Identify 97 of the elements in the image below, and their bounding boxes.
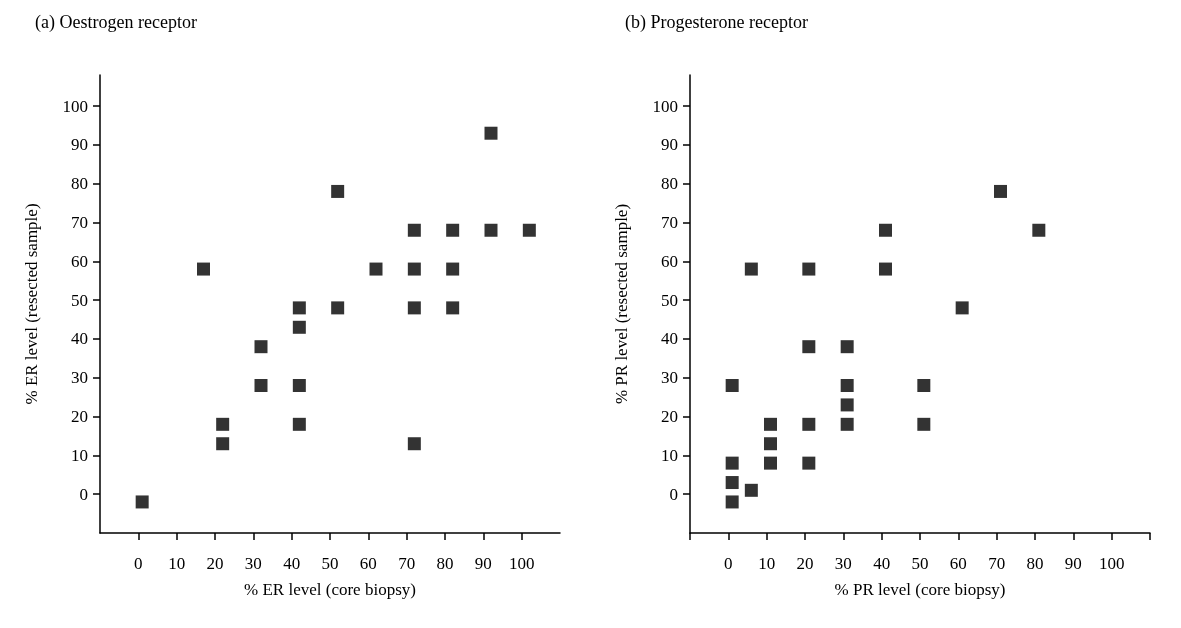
y-tick-label: 90	[661, 135, 678, 155]
point	[484, 223, 498, 237]
x-tick-label: 40	[873, 554, 891, 573]
point	[725, 456, 739, 470]
y-tick-label: 30	[661, 368, 678, 388]
y-tick-label: 100	[652, 96, 678, 116]
y-tick-label: 0	[669, 484, 678, 504]
point	[994, 184, 1007, 198]
point	[407, 262, 421, 276]
y-tick-label: 70	[71, 212, 88, 232]
point	[802, 417, 816, 431]
y-tick-label: 40	[661, 329, 678, 349]
point	[292, 417, 306, 431]
point	[446, 262, 460, 276]
x-tick-label: 70	[988, 554, 1006, 573]
point	[955, 301, 969, 315]
x-axis-title: % PR level (core biopsy)	[834, 580, 1006, 599]
y-tick-label: 80	[71, 174, 88, 194]
point	[802, 262, 816, 276]
x-tick-label: 10	[758, 554, 776, 573]
point	[407, 437, 421, 451]
point	[484, 126, 498, 140]
y-tick-label: 0	[79, 484, 88, 504]
x-tick-label: 80	[1026, 554, 1044, 573]
y-tick-label: 40	[71, 329, 88, 349]
x-tick-label: 90	[1064, 554, 1082, 573]
y-tick-label: 30	[71, 368, 88, 388]
y-axis-title: % PR level (resected sample)	[612, 203, 631, 405]
x-tick-label: 20	[796, 554, 814, 573]
point	[254, 340, 268, 354]
point	[744, 483, 758, 497]
y-tick-label: 100	[62, 96, 88, 116]
x-tick-label: 100	[1098, 554, 1125, 573]
x-tick-label: 0	[724, 554, 733, 573]
point	[254, 379, 268, 393]
point	[216, 437, 230, 451]
point	[725, 495, 739, 509]
x-tick-label: 10	[168, 554, 186, 573]
x-tick-label: 30	[834, 554, 852, 573]
point	[522, 223, 536, 237]
y-tick-label: 50	[71, 290, 88, 310]
point	[725, 476, 739, 490]
point	[331, 301, 345, 315]
y-tick-label: 20	[71, 407, 88, 427]
point	[840, 379, 854, 393]
x-tick-label: 100	[508, 554, 535, 573]
point	[725, 379, 739, 393]
point	[840, 340, 854, 354]
x-tick-label: 50	[911, 554, 929, 573]
point	[197, 262, 210, 276]
point	[744, 262, 758, 276]
y-tick-label: 70	[661, 212, 678, 232]
point	[292, 301, 306, 315]
x-tick-label: 40	[283, 554, 301, 573]
point	[764, 437, 777, 451]
point	[292, 320, 306, 334]
point	[292, 379, 306, 393]
point	[135, 495, 149, 509]
point	[1032, 223, 1046, 237]
y-tick-label: 10	[71, 445, 88, 465]
x-tick-label: 20	[206, 554, 224, 573]
x-tick-label: 0	[134, 554, 143, 573]
point	[879, 223, 892, 237]
y-tick-label: 90	[71, 135, 88, 155]
chart-title: (b) Progesterone receptor	[625, 12, 808, 33]
point	[917, 417, 931, 431]
point	[764, 456, 777, 470]
y-tick-label: 20	[661, 407, 678, 427]
x-tick-label: 80	[436, 554, 454, 573]
point	[407, 223, 421, 237]
x-tick-label: 30	[244, 554, 262, 573]
point	[446, 301, 460, 315]
point	[917, 379, 931, 393]
point	[407, 301, 421, 315]
x-tick-label: 70	[398, 554, 416, 573]
point	[840, 398, 854, 412]
y-tick-label: 60	[661, 251, 678, 271]
y-tick-label: 10	[661, 445, 678, 465]
x-axis-title: % ER level (core biopsy)	[244, 580, 416, 599]
y-tick-label: 80	[661, 174, 678, 194]
point	[446, 223, 460, 237]
point	[840, 417, 854, 431]
point	[802, 340, 816, 354]
y-tick-label: 60	[71, 251, 88, 271]
point	[216, 417, 230, 431]
x-tick-label: 60	[359, 554, 377, 573]
point	[764, 417, 777, 431]
x-tick-label: 60	[949, 554, 967, 573]
y-tick-label: 50	[661, 290, 678, 310]
x-tick-label: 90	[474, 554, 492, 573]
point	[369, 262, 383, 276]
chart-title: (a) Oestrogen receptor	[35, 12, 197, 33]
point	[879, 262, 892, 276]
point	[802, 456, 816, 470]
y-axis-title: % ER level (resected sample)	[22, 203, 41, 405]
point	[331, 184, 345, 198]
x-tick-label: 50	[321, 554, 339, 573]
